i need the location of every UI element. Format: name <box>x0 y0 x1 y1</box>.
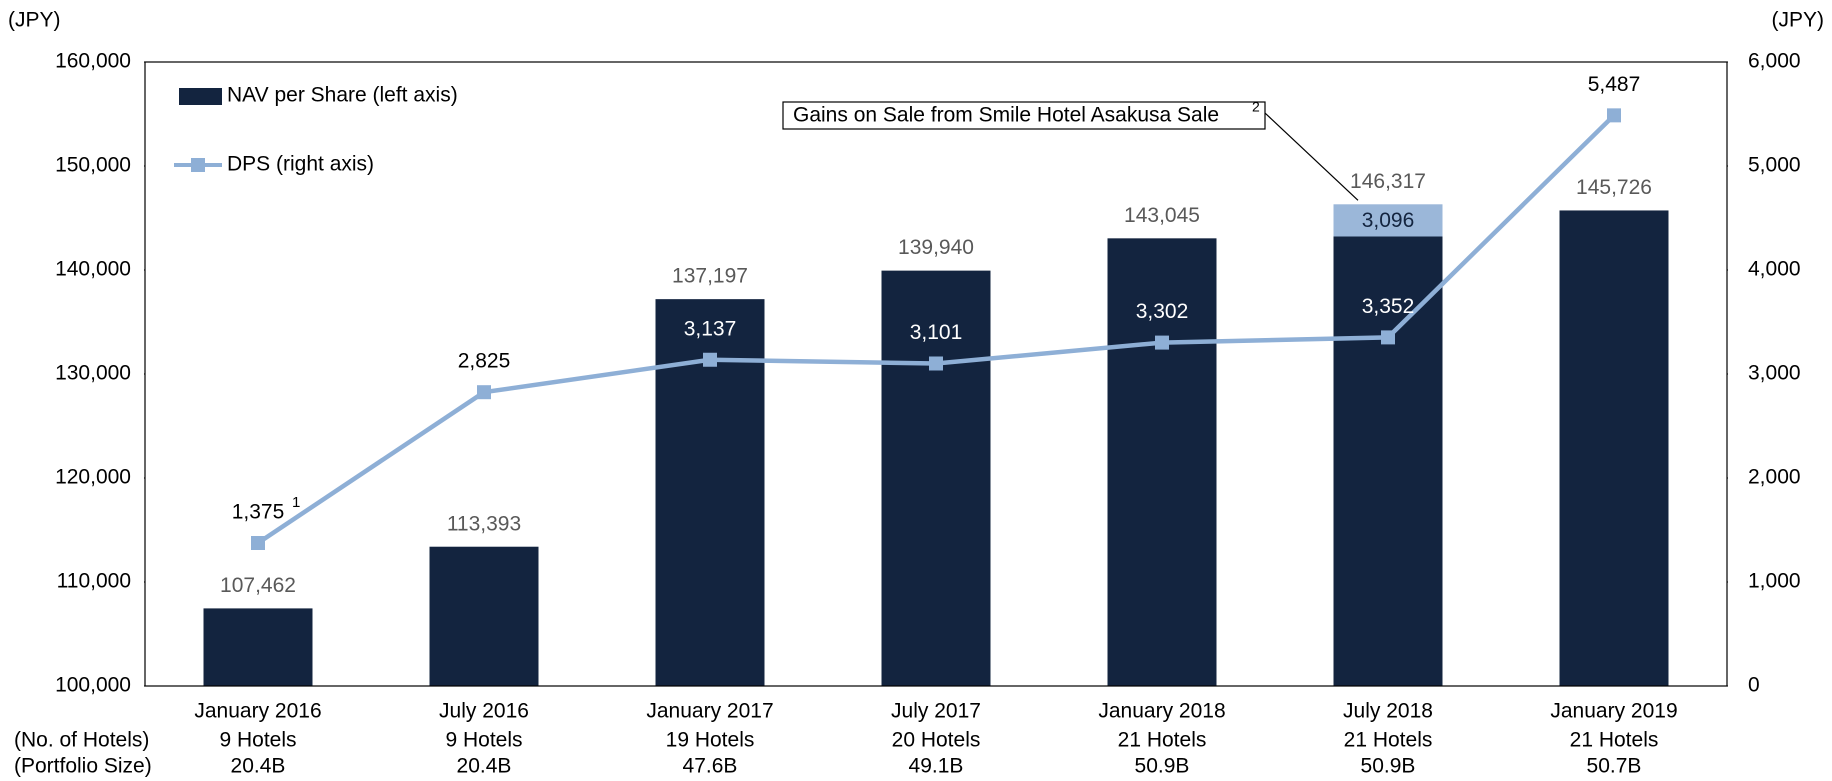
x-tick-label: July 2017 <box>891 700 981 723</box>
hotels-label: 21 Hotels <box>1344 729 1433 752</box>
y-tick-label: 150,000 <box>55 154 131 177</box>
line-marker <box>703 352 717 367</box>
legend-label: DPS (right axis) <box>227 153 374 176</box>
y-tick-label: 130,000 <box>55 362 131 385</box>
data-label: 2,825 <box>458 350 511 373</box>
row-label: (No. of Hotels) <box>14 729 149 752</box>
bar <box>1559 210 1669 687</box>
line-marker <box>251 536 265 550</box>
data-label: 3,101 <box>910 321 963 344</box>
portfolio-label: 49.1B <box>909 755 964 778</box>
y-tick-label: 100,000 <box>55 674 131 697</box>
portfolio-label: 50.9B <box>1135 755 1190 778</box>
line-marker <box>477 385 491 400</box>
portfolio-label: 20.4B <box>231 755 286 778</box>
y2-tick-label: 3,000 <box>1748 362 1801 385</box>
y2-tick-label: 5,000 <box>1748 154 1801 177</box>
y2-tick-label: 2,000 <box>1748 466 1801 489</box>
y-tick-label: 120,000 <box>55 466 131 489</box>
x-tick-label: January 2017 <box>646 700 773 723</box>
bar <box>429 546 539 686</box>
y-tick-label: 160,000 <box>55 50 131 73</box>
legend-marker <box>191 158 205 172</box>
hotels-label: 9 Hotels <box>219 729 296 752</box>
portfolio-label: 50.9B <box>1361 755 1416 778</box>
data-label: 1,375 <box>232 501 285 524</box>
line-marker <box>929 356 943 371</box>
bar <box>1107 238 1217 686</box>
total-label: 146,317 <box>1350 170 1426 193</box>
data-label: 3,137 <box>684 317 737 340</box>
bar-segment <box>1333 204 1443 237</box>
bar <box>1333 236 1443 687</box>
x-tick-label: January 2018 <box>1098 700 1225 723</box>
y-tick-label: 140,000 <box>55 258 131 281</box>
total-label: 113,393 <box>447 512 521 535</box>
row-label: (Portfolio Size) <box>14 755 152 778</box>
x-tick-label: January 2016 <box>194 700 321 723</box>
callout-text: Gains on Sale from Smile Hotel Asakusa S… <box>793 104 1219 127</box>
total-label: 107,462 <box>220 574 296 597</box>
footnote: 2 <box>1252 99 1260 115</box>
y2-tick-label: 0 <box>1748 674 1760 697</box>
segment-label: 3,096 <box>1362 209 1415 232</box>
hotels-label: 19 Hotels <box>666 729 755 752</box>
hotels-label: 21 Hotels <box>1570 729 1659 752</box>
y2-axis-label: (JPY) <box>1772 9 1825 32</box>
line-marker <box>1155 335 1169 350</box>
portfolio-label: 20.4B <box>457 755 512 778</box>
portfolio-label: 47.6B <box>683 755 738 778</box>
y2-tick-label: 1,000 <box>1748 570 1801 593</box>
data-label: 5,487 <box>1588 73 1641 96</box>
y-axis-label: (JPY) <box>8 9 61 32</box>
bar <box>881 270 991 686</box>
total-label: 145,726 <box>1576 176 1652 199</box>
plot-frame <box>144 61 1728 687</box>
legend-swatch <box>179 88 222 105</box>
legend-label: NAV per Share (left axis) <box>227 84 458 107</box>
total-label: 139,940 <box>898 236 974 259</box>
x-tick-label: July 2018 <box>1343 700 1433 723</box>
x-tick-label: July 2016 <box>439 700 529 723</box>
hotels-label: 20 Hotels <box>892 729 981 752</box>
footnote: 1 <box>292 494 300 511</box>
bar <box>203 608 313 686</box>
data-label: 3,302 <box>1136 300 1189 323</box>
line-marker <box>1381 330 1395 345</box>
callout-line <box>1264 112 1359 201</box>
total-label: 143,045 <box>1124 204 1200 227</box>
data-label: 3,352 <box>1362 295 1415 318</box>
hotels-label: 21 Hotels <box>1118 729 1207 752</box>
portfolio-label: 50.7B <box>1587 755 1642 778</box>
y-tick-label: 110,000 <box>57 570 131 593</box>
y2-tick-label: 6,000 <box>1748 50 1801 73</box>
hotels-label: 9 Hotels <box>445 729 522 752</box>
x-tick-label: January 2019 <box>1550 700 1677 723</box>
callout-box <box>782 101 1266 130</box>
y2-tick-label: 4,000 <box>1748 258 1801 281</box>
line-marker <box>1607 108 1621 123</box>
total-label: 137,197 <box>672 265 748 288</box>
